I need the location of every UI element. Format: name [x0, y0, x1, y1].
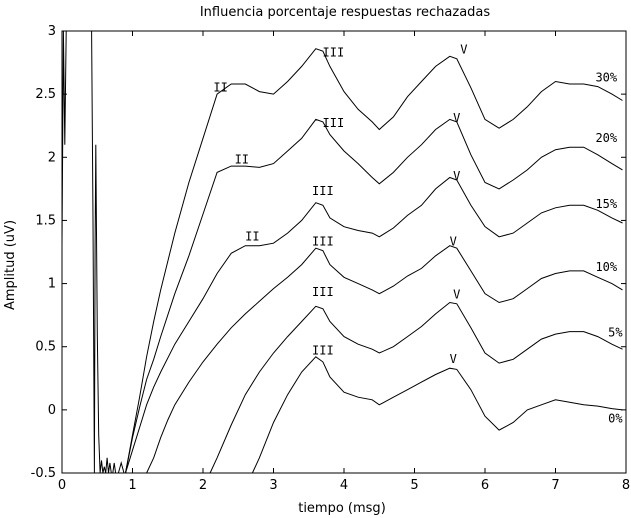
peak-label: III	[312, 285, 334, 299]
peak-label: II	[245, 230, 259, 244]
series-line-3	[125, 176, 623, 474]
peak-label: V	[450, 352, 457, 366]
x-tick-label: 0	[58, 478, 66, 493]
peak-label: V	[453, 169, 460, 183]
series-line-0	[62, 356, 623, 474]
x-tick-label: 6	[481, 478, 489, 493]
series-line-4	[125, 118, 623, 474]
series-label: 15%	[595, 197, 617, 211]
chart-title: Influencia porcentaje respuestas rechaza…	[200, 5, 491, 20]
stimulus-artifact-trace	[61, 30, 127, 474]
y-tick-label: 2.5	[35, 87, 56, 102]
x-tick-label: 1	[128, 478, 136, 493]
x-tick-label: 4	[340, 478, 348, 493]
peak-label: V	[460, 43, 467, 57]
peak-label: V	[453, 111, 460, 125]
x-tick-label: 2	[199, 478, 207, 493]
x-tick-label: 8	[622, 478, 630, 493]
peak-label: II	[235, 153, 249, 167]
series-labels: 30% 20% 15% 10% 5% 0%	[595, 71, 623, 426]
y-tick-label: -0.5	[31, 466, 56, 481]
peak-label: III	[323, 116, 345, 130]
peak-label: III	[312, 184, 334, 198]
y-tick-label: 3	[48, 24, 56, 39]
axis-ticks: 0 1 2 3 4 5 6 7 8-0.500.511.522.53	[31, 24, 631, 493]
y-tick-label: 1.5	[35, 213, 56, 228]
series-label: 20%	[595, 131, 617, 145]
peak-label: II	[213, 81, 227, 95]
series-line-2	[146, 245, 623, 474]
x-tick-label: 7	[551, 478, 559, 493]
x-tick-label: 3	[269, 478, 277, 493]
series-label: 0%	[608, 412, 623, 426]
series-label: 5%	[608, 326, 623, 340]
peak-label: V	[450, 235, 457, 249]
y-axis-label: Amplitud (uV)	[3, 220, 18, 310]
y-tick-label: 0.5	[35, 340, 56, 355]
y-tick-label: 1	[48, 277, 56, 292]
series-line-5	[125, 48, 623, 474]
y-tick-label: 0	[48, 403, 56, 418]
plot-frame	[61, 30, 627, 474]
peak-label: III	[323, 45, 345, 59]
peak-label: III	[312, 235, 334, 249]
peak-label: III	[312, 343, 334, 357]
x-axis-label: tiempo (msg)	[298, 501, 386, 516]
series-label: 30%	[595, 71, 617, 85]
series-label: 10%	[595, 260, 617, 274]
traces	[61, 30, 623, 474]
peak-label: V	[453, 288, 460, 302]
x-tick-label: 5	[410, 478, 418, 493]
y-tick-label: 2	[48, 150, 56, 165]
series-line-1	[209, 301, 623, 474]
